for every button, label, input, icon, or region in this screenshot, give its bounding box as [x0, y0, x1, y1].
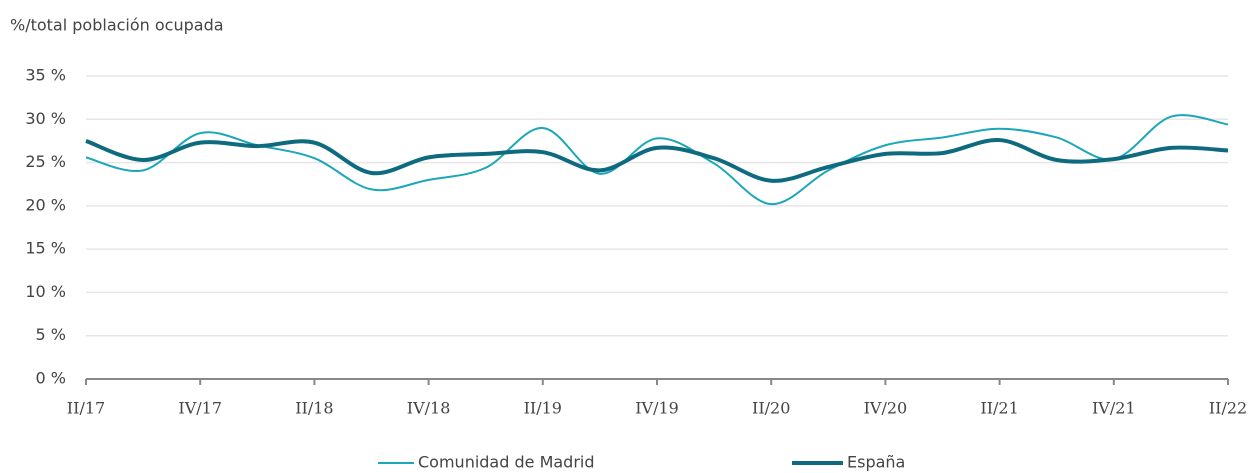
y-axis-label: %/total población ocupada	[10, 16, 224, 35]
y-tick-label: 35 %	[25, 66, 66, 85]
y-tick-label: 30 %	[25, 109, 66, 128]
x-tick-label: II/22	[1209, 399, 1247, 418]
x-tick-label: II/18	[295, 399, 333, 418]
x-tick-label: IV/21	[1092, 399, 1136, 418]
y-tick-label: 15 %	[25, 239, 66, 258]
x-tick-label: II/17	[67, 399, 105, 418]
x-tick-label: IV/19	[635, 399, 679, 418]
x-tick-label: II/21	[980, 399, 1018, 418]
y-tick-label: 5 %	[36, 325, 66, 344]
x-tick-label: II/20	[752, 399, 790, 418]
y-tick-label: 25 %	[25, 152, 66, 171]
legend-label: España	[847, 453, 905, 472]
y-tick-label: 10 %	[25, 282, 66, 301]
x-tick-label: IV/18	[407, 399, 451, 418]
legend-label: Comunidad de Madrid	[418, 453, 595, 472]
series-line	[85, 114, 1229, 206]
y-tick-label: 20 %	[25, 195, 66, 214]
y-tick-label: 0 %	[36, 369, 66, 388]
x-tick-label: IV/20	[864, 399, 908, 418]
x-tick-label: II/19	[524, 399, 562, 418]
series-line	[85, 138, 1229, 183]
x-tick-label: IV/17	[178, 399, 222, 418]
